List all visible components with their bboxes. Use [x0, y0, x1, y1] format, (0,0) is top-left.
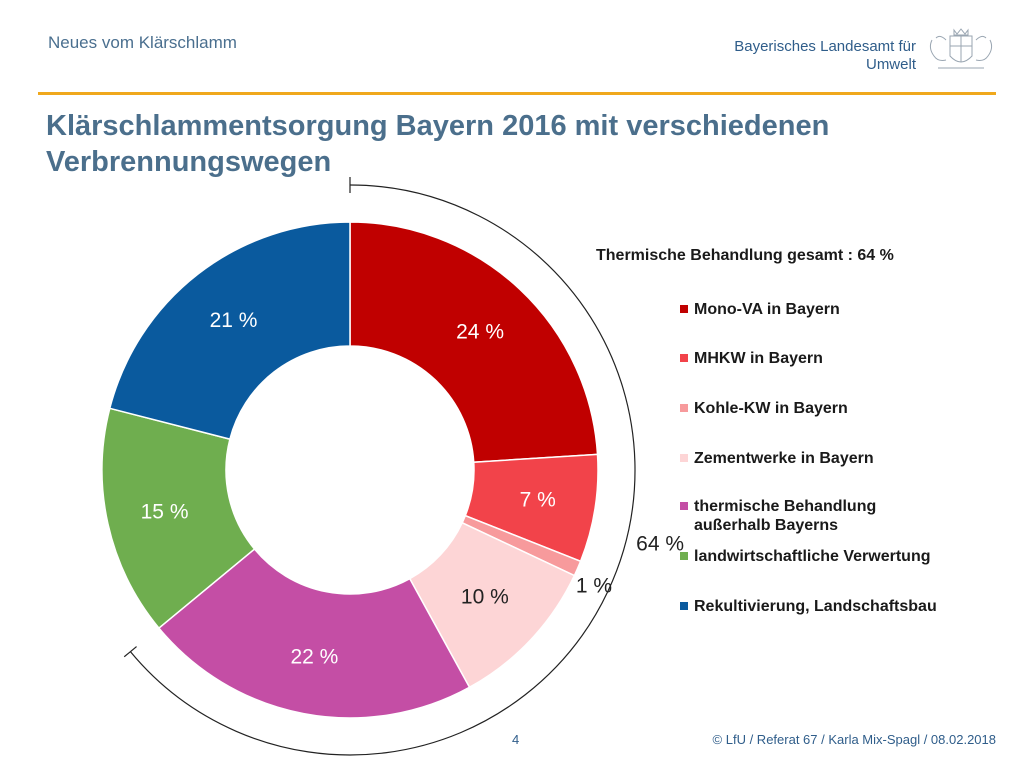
slice-mono-va-in-bayern — [349, 221, 599, 464]
legend-item-mhkw-in-bayern: MHKW in Bayern — [680, 349, 994, 368]
slice-label-landwirtschaftliche-verwertung: 15 % — [141, 500, 189, 523]
legend-swatch — [680, 602, 688, 610]
agency-name-line2: Umwelt — [865, 56, 916, 73]
bracket-end-tick-2 — [123, 646, 137, 658]
legend-swatch — [680, 454, 688, 462]
header-divider — [38, 92, 996, 95]
footer-credit: © LfU / Referat 67 / Karla Mix-Spagl / 0… — [712, 732, 996, 747]
legend-item-zementwerke-in-bayern: Zementwerke in Bayern — [680, 449, 994, 468]
legend-swatch — [680, 404, 688, 412]
slice-label-kohle-kw-in-bayern: 1 % — [576, 574, 612, 597]
legend-item-thermische-behandlung-ausserhalb-bayerns: thermische Behandlung außerhalb Bayerns — [680, 497, 994, 535]
slide-title-line2: Verbrennungswegen — [46, 146, 332, 178]
legend-swatch — [680, 552, 688, 560]
legend-item-mono-va-in-bayern: Mono-VA in Bayern — [680, 300, 994, 319]
legend-swatch — [680, 354, 688, 362]
page-number: 4 — [512, 732, 520, 747]
legend-label: Kohle-KW in Bayern — [694, 400, 848, 417]
legend-item-landwirtschaftliche-verwertung: landwirtschaftliche Verwertung — [680, 547, 994, 566]
legend-label: Mono-VA in Bayern — [694, 301, 840, 318]
agency-name: Bayerisches Landesamt für Umwelt — [656, 38, 916, 74]
legend-item-rekultivierung-landschaftsbau: Rekultivierung, Landschaftsbau — [680, 597, 994, 616]
slice-label-mhkw-in-bayern: 7 % — [520, 489, 556, 512]
legend-label: landwirtschaftliche Verwertung — [694, 548, 931, 565]
slice-label-thermische-behandlung-ausserhalb-bayerns: 22 % — [290, 646, 338, 669]
slice-landwirtschaftliche-verwertung — [101, 407, 256, 630]
legend-item-kohle-kw-in-bayern: Kohle-KW in Bayern — [680, 399, 994, 418]
slice-label-mono-va-in-bayern: 24 % — [456, 320, 504, 343]
slice-thermische-behandlung-ausserhalb-bayerns — [157, 547, 471, 719]
slice-label-rekultivierung-landschaftsbau: 21 % — [210, 309, 258, 332]
legend-label: thermische Behandlung außerhalb Bayerns — [694, 498, 877, 534]
slide-title: Klärschlammentsorgung Bayern 2016 mit ve… — [46, 108, 946, 180]
legend-swatch — [680, 502, 688, 510]
legend-label: Rekultivierung, Landschaftsbau — [694, 598, 937, 615]
legend-swatch — [680, 305, 688, 313]
coat-of-arms-icon — [929, 28, 993, 69]
legend-label: Zementwerke in Bayern — [694, 450, 874, 467]
thermal-total-label: 64 % — [636, 532, 684, 555]
slice-rekultivierung-landschaftsbau — [108, 221, 351, 441]
thermal-total-bracket — [129, 184, 636, 756]
agency-name-line1: Bayerisches Landesamt für — [734, 38, 916, 55]
header-topic: Neues vom Klärschlamm — [48, 33, 237, 52]
legend-label: MHKW in Bayern — [694, 350, 823, 367]
slide-title-line1: Klärschlammentsorgung Bayern 2016 mit ve… — [46, 110, 830, 142]
legend-title: Thermische Behandlung gesamt : 64 % — [596, 247, 894, 264]
slice-label-zementwerke-in-bayern: 10 % — [461, 586, 509, 609]
